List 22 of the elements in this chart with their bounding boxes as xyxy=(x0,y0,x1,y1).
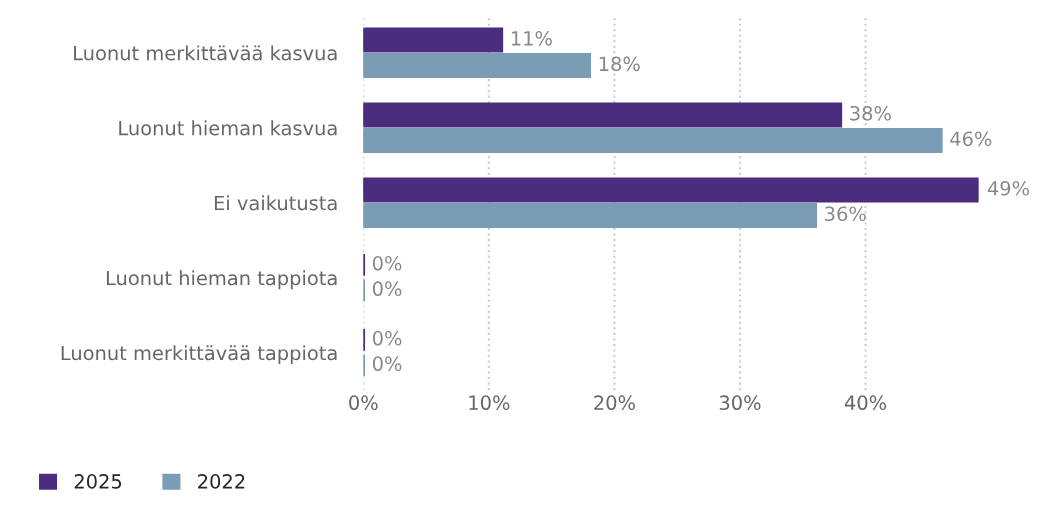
data-label: 36% xyxy=(825,206,866,222)
y-tick-label: Ei vaikutusta xyxy=(214,195,337,211)
data-label: 0% xyxy=(372,281,402,297)
data-label: 49% xyxy=(987,180,1030,196)
x-tick-label: 20% xyxy=(594,395,635,411)
data-label: 0% xyxy=(372,255,402,271)
x-tick-label: 0% xyxy=(349,395,378,411)
data-label: 0% xyxy=(372,330,402,346)
data-label: 11% xyxy=(511,30,552,46)
x-tick-label: 40% xyxy=(844,395,887,411)
y-tick-label: Luonut hieman tappiota xyxy=(106,270,337,290)
data-label: 18% xyxy=(599,56,640,72)
data-label: 46% xyxy=(950,131,992,147)
y-tick-label: Luonut merkittävää kasvua xyxy=(74,45,337,61)
y-tick-label: Luonut merkittävää tappiota xyxy=(61,345,337,365)
legend-label: 2022 xyxy=(198,474,245,489)
data-label: 38% xyxy=(850,105,891,121)
x-tick-label: 30% xyxy=(719,395,761,411)
x-tick-label: 10% xyxy=(469,395,510,411)
legend-label: 2025 xyxy=(74,474,122,489)
y-tick-label: Luonut hieman kasvua xyxy=(119,120,337,136)
data-label: 0% xyxy=(372,356,402,372)
